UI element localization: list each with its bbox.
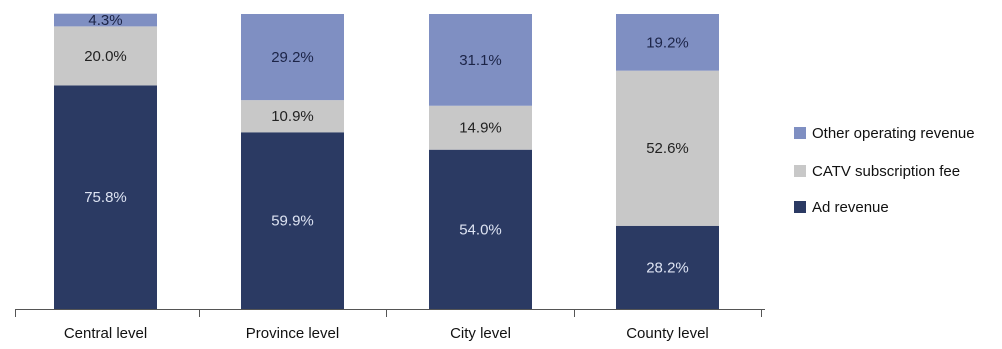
legend-label-ad-revenue: Ad revenue [812, 199, 889, 216]
bars: 75.8% 20.0% 4.3% 59.9% 10.9% 29.2% 54.0% 14.9% 3… [54, 12, 719, 309]
bar-central-level-other-operating-revenue [54, 13, 157, 27]
legend-swatch-catv-subscription-fee [794, 165, 806, 177]
legend-label-other-operating-revenue: Other operating revenue [812, 125, 975, 142]
bar-city-level-catv-subscription-fee [429, 105, 532, 150]
x-tick-label-county-level: County level [626, 325, 709, 342]
legend-swatch-other-operating-revenue [794, 127, 806, 139]
data-label-county-level-ad-revenue: 28.2% [646, 259, 689, 276]
bar-central-level-catv-subscription-fee [54, 26, 157, 86]
data-label-county-level-other-operating-revenue: 19.2% [646, 34, 689, 51]
bar-province-level-ad-revenue [241, 132, 344, 309]
data-label-central-level-other-operating-revenue: 4.3% [88, 12, 122, 29]
x-tick-label-province-level: Province level [246, 325, 339, 342]
legend: Other operating revenue CATV subscription… [794, 125, 975, 216]
bar-county-level-other-operating-revenue [616, 14, 719, 71]
legend-label-catv-subscription-fee: CATV subscription fee [812, 163, 960, 180]
data-label-province-level-other-operating-revenue: 29.2% [271, 49, 314, 66]
bar-county-level-catv-subscription-fee [616, 70, 719, 226]
bar-central-level-ad-revenue [54, 85, 157, 309]
data-label-county-level-catv-subscription-fee: 52.6% [646, 140, 689, 157]
data-label-city-level-catv-subscription-fee: 14.9% [459, 120, 502, 137]
category-labels: Central level Province level City level Cou… [64, 325, 709, 342]
x-axis [15, 309, 765, 317]
bar-county-level-ad-revenue [616, 225, 719, 309]
data-label-province-level-ad-revenue: 59.9% [271, 213, 314, 230]
bar-province-level-catv-subscription-fee [241, 100, 344, 133]
x-tick-label-city-level: City level [450, 325, 511, 342]
data-label-city-level-ad-revenue: 54.0% [459, 221, 502, 238]
bar-city-level-ad-revenue [429, 149, 532, 309]
x-tick-label-central-level: Central level [64, 325, 147, 342]
bar-city-level-other-operating-revenue [429, 14, 532, 106]
legend-swatch-ad-revenue [794, 201, 806, 213]
bar-province-level-other-operating-revenue [241, 14, 344, 101]
data-label-city-level-other-operating-revenue: 31.1% [459, 52, 502, 69]
data-label-central-level-ad-revenue: 75.8% [84, 189, 127, 206]
data-label-central-level-catv-subscription-fee: 20.0% [84, 48, 127, 65]
data-label-province-level-catv-subscription-fee: 10.9% [271, 108, 314, 125]
